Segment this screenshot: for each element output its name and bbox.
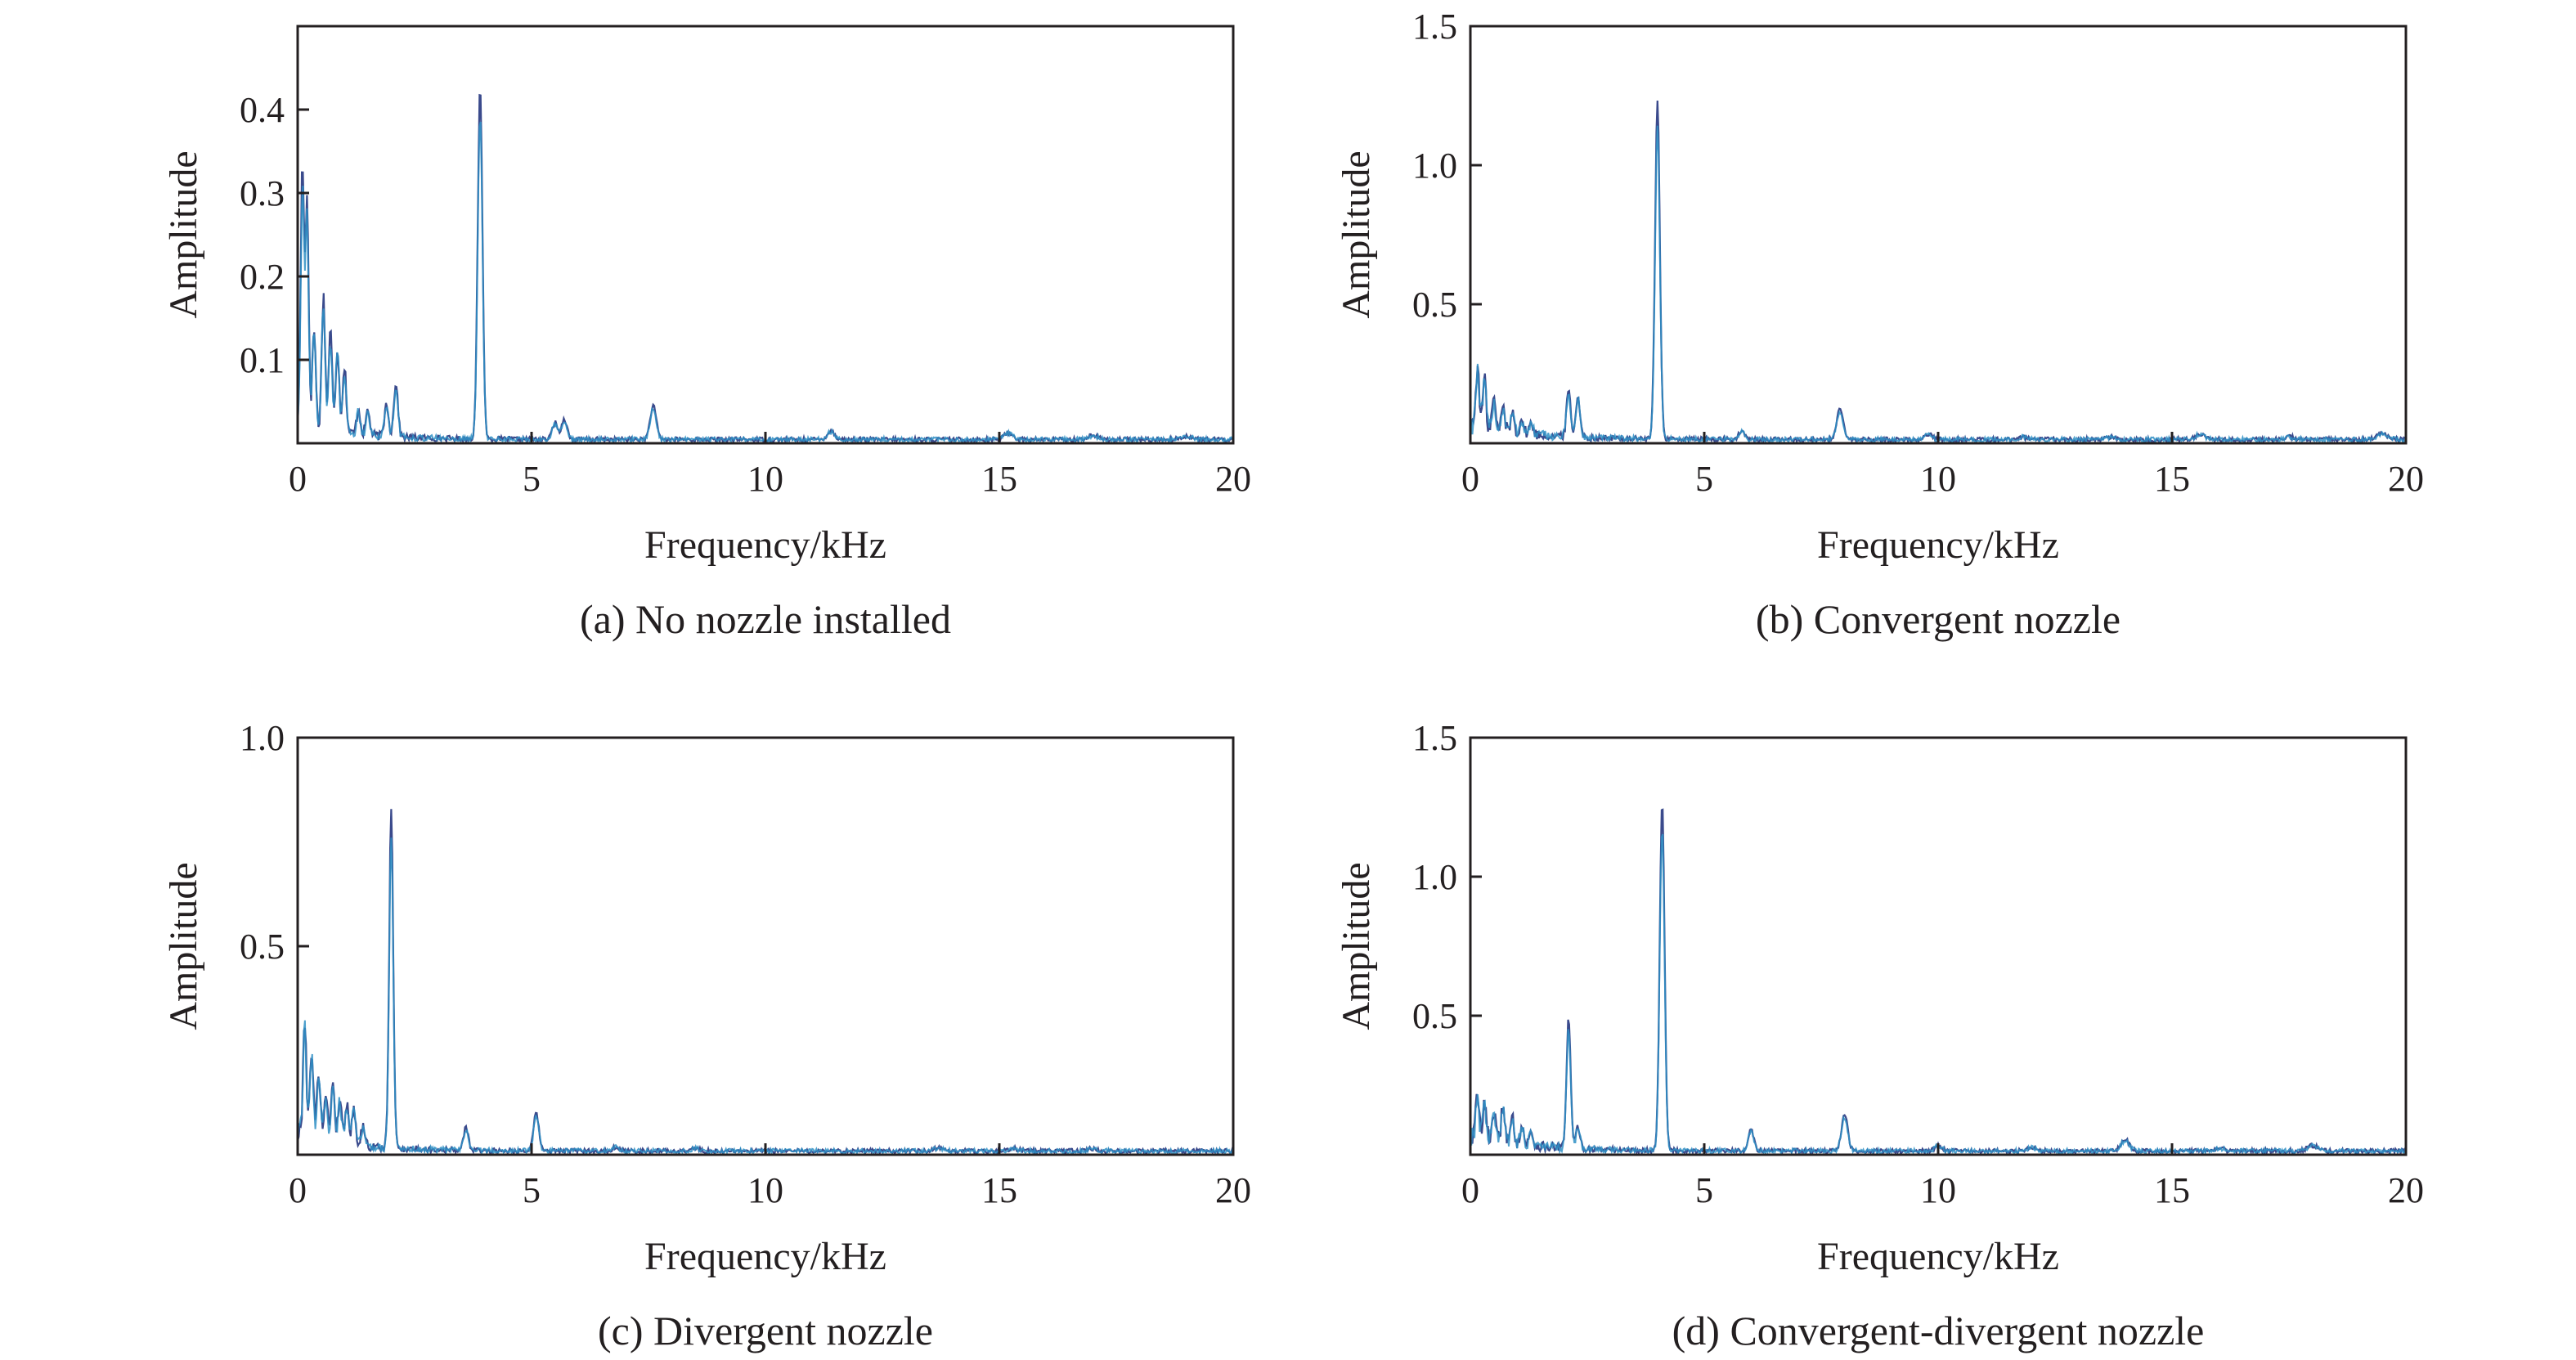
x-tick-label: 0	[289, 459, 307, 499]
x-tick-label: 20	[2388, 459, 2424, 499]
x-tick-label: 5	[1695, 459, 1713, 499]
panel-caption: (d) Convergent-divergent nozzle	[1672, 1308, 2205, 1353]
x-tick-label: 5	[1695, 1170, 1713, 1210]
y-tick-label: 0.5	[1412, 996, 1457, 1036]
y-tick-label: 0.5	[1412, 285, 1457, 325]
chart-panel-2: 0 5 10 15 20 0.5 1.0 1.5 Frequency/kHz Amplitude (…	[1335, 7, 2424, 642]
x-axis-title: Frequency/kHz	[1817, 523, 2059, 567]
y-tick-label: 1.0	[1412, 857, 1457, 897]
x-tick-label: 10	[1920, 1170, 1956, 1210]
x-tick-label: 0	[289, 1170, 307, 1210]
y-tick-label: 1.0	[240, 718, 285, 758]
x-tick-label: 20	[1215, 459, 1251, 499]
y-axis-title: Amplitude	[162, 862, 205, 1030]
panel-caption: (c) Divergent nozzle	[598, 1308, 933, 1353]
chart-panel-4: 0 5 10 15 20 0.5 1.0 1.5 Frequency/kHz Amplitude (…	[1335, 718, 2424, 1353]
x-tick-label: 5	[523, 459, 541, 499]
y-tick-label: 1.5	[1412, 7, 1457, 47]
x-tick-label: 10	[1920, 459, 1956, 499]
x-tick-label: 0	[1461, 1170, 1479, 1210]
x-tick-label: 5	[523, 1170, 541, 1210]
x-tick-label: 10	[747, 459, 783, 499]
x-tick-label: 15	[981, 1170, 1017, 1210]
x-tick-label: 20	[1215, 1170, 1251, 1210]
y-tick-label: 0.5	[240, 927, 285, 967]
panel-caption: (a) No nozzle installed	[580, 596, 951, 642]
x-tick-label: 15	[2154, 459, 2190, 499]
chart-panel-3: 0 5 10 15 20 0.5 1.0 Frequency/kHz Amplitude (c) …	[162, 718, 1251, 1353]
x-tick-label: 15	[981, 459, 1017, 499]
x-tick-label: 20	[2388, 1170, 2424, 1210]
y-tick-label: 1.0	[1412, 146, 1457, 186]
y-tick-label: 1.5	[1412, 718, 1457, 758]
y-axis-title: Amplitude	[1335, 862, 1378, 1030]
x-axis-title: Frequency/kHz	[1817, 1235, 2059, 1278]
y-tick-label: 0.3	[240, 173, 285, 213]
x-axis-title: Frequency/kHz	[644, 1235, 886, 1278]
chart-panel-1: 0 5 10 15 20 0.1 0.2 0.3 0.4 Frequency/kHz Amplitu…	[162, 25, 1251, 642]
x-tick-label: 15	[2154, 1170, 2190, 1210]
y-tick-label: 0.4	[240, 90, 285, 130]
y-tick-label: 0.2	[240, 257, 285, 297]
y-axis-title: Amplitude	[1335, 150, 1378, 318]
y-tick-label: 0.1	[240, 340, 285, 380]
x-axis-title: Frequency/kHz	[644, 523, 886, 567]
x-tick-label: 10	[747, 1170, 783, 1210]
y-axis-title: Amplitude	[162, 150, 205, 318]
panel-caption: (b) Convergent nozzle	[1756, 596, 2120, 642]
x-tick-label: 0	[1461, 459, 1479, 499]
